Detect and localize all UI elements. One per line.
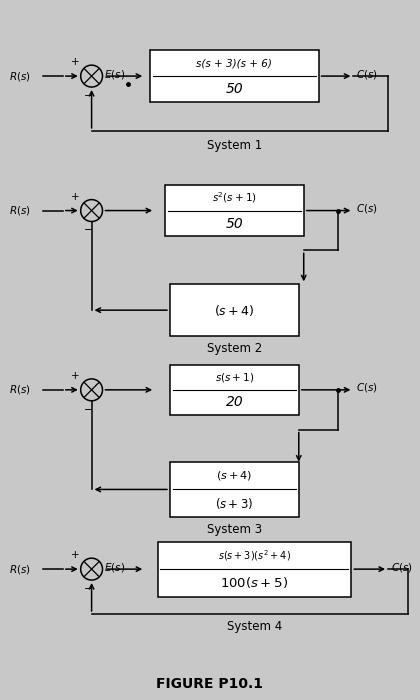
Text: −: −	[84, 405, 93, 415]
Text: $C(s)$: $C(s)$	[356, 202, 378, 215]
Bar	[170, 365, 299, 414]
Text: +: +	[71, 371, 79, 381]
Bar	[170, 462, 299, 517]
Text: +: +	[71, 57, 79, 67]
Bar	[170, 284, 299, 336]
Text: $C(s)$: $C(s)$	[356, 68, 378, 80]
Text: $R(s)$: $R(s)$	[9, 69, 31, 83]
Text: −: −	[84, 225, 93, 235]
Text: −: −	[84, 91, 93, 101]
Text: System 2: System 2	[207, 342, 262, 354]
Text: $C(s)$: $C(s)$	[391, 561, 413, 573]
Text: 20: 20	[226, 395, 243, 409]
Text: s(s + 3)(s + 6): s(s + 3)(s + 6)	[197, 58, 272, 68]
Text: $E(s)$: $E(s)$	[105, 561, 126, 573]
Text: $s^2(s + 1)$: $s^2(s + 1)$	[212, 190, 257, 205]
Text: $R(s)$: $R(s)$	[9, 204, 31, 217]
Bar	[150, 50, 319, 102]
Text: $(s + 3)$: $(s + 3)$	[215, 496, 253, 510]
Text: $s(s + 3)(s^2 + 4)$: $s(s + 3)(s^2 + 4)$	[218, 548, 291, 563]
Text: System 4: System 4	[226, 620, 282, 634]
Text: 50: 50	[226, 82, 243, 96]
Text: +: +	[71, 550, 79, 560]
Text: $R(s)$: $R(s)$	[9, 563, 31, 575]
Text: $E(s)$: $E(s)$	[105, 68, 126, 80]
Text: −: −	[84, 584, 93, 594]
Text: FIGURE P10.1: FIGURE P10.1	[156, 677, 263, 691]
Text: $C(s)$: $C(s)$	[356, 382, 378, 394]
Bar	[165, 185, 304, 237]
Text: $100(s + 5)$: $100(s + 5)$	[220, 575, 288, 590]
Text: +: +	[71, 192, 79, 202]
Bar	[158, 542, 351, 596]
Text: $R(s)$: $R(s)$	[9, 384, 31, 396]
Text: $s(s + 1)$: $s(s + 1)$	[215, 371, 254, 384]
Text: System 3: System 3	[207, 523, 262, 536]
Text: System 1: System 1	[207, 139, 262, 153]
Text: $(s + 4)$: $(s + 4)$	[216, 469, 252, 482]
Text: $(s + 4)$: $(s + 4)$	[214, 302, 255, 318]
Text: 50: 50	[226, 216, 243, 230]
